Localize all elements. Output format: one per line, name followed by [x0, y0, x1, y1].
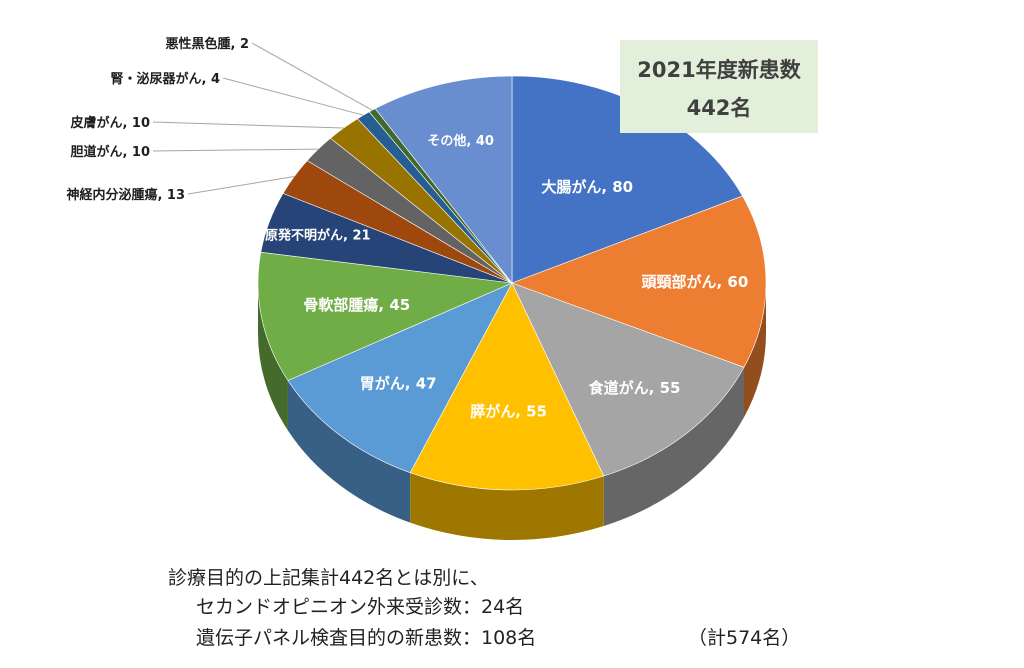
leader-line-10 [222, 77, 364, 116]
pie-side-2 [603, 367, 744, 527]
total-count: 442名 [686, 96, 752, 120]
pie-labels: 大腸がん, 80 頭頸部がん, 60 食道がん, 55 膵がん, 55 胃がん, 47 骨… [66, 36, 748, 420]
chart-title: 2021年度新患数 [637, 58, 801, 82]
leader-line-8 [152, 148, 319, 152]
pie-slice-2 [511, 282, 745, 477]
slice-label-11: 悪性黒色腫, 2 [165, 36, 249, 52]
pie-side-3 [410, 472, 604, 540]
leader-line-11 [251, 42, 373, 111]
slice-label-6: 原発不明がん, 21 [265, 227, 371, 243]
pie-slice-4 [287, 282, 513, 474]
slice-label-8: 胆道がん, 10 [70, 144, 150, 160]
slice-label-0: 大腸がん, 80 [541, 178, 633, 196]
pie-side-walls [258, 283, 766, 540]
pie-slice-5 [257, 251, 514, 381]
slice-label-7: 神経内分泌腫瘍, 13 [66, 187, 185, 203]
slice-label-12: その他, 40 [427, 133, 494, 149]
slice-label-4: 胃がん, 47 [360, 374, 437, 392]
slice-label-10: 腎・泌尿器がん, 4 [110, 71, 220, 87]
slice-label-1: 頭頸部がん, 60 [641, 273, 748, 291]
note-line-3: 遺伝子パネル検査目的の新患数：108名 [196, 627, 537, 649]
pie-side-5 [258, 283, 288, 431]
summary-box: 2021年度新患数 442名 [620, 40, 818, 133]
leader-line-7 [187, 176, 295, 195]
pie-side-1 [743, 283, 766, 418]
slice-label-5: 骨軟部腫瘍, 45 [303, 296, 410, 314]
pie-top [257, 75, 767, 491]
note-line-1: 診療目的の上記集計442名とは別に、 [168, 567, 489, 589]
note-line-3-total: （計574名） [688, 627, 801, 649]
note-line-2: セカンドオピニオン外来受診数：24名 [196, 596, 525, 618]
pie-slice-12 [374, 75, 513, 284]
pie-side-4 [287, 380, 411, 523]
slice-label-2: 食道がん, 55 [589, 379, 681, 397]
slice-label-3: 膵がん, 55 [470, 402, 547, 420]
slice-label-9: 皮膚がん, 10 [69, 115, 150, 131]
pie-slice-3 [409, 282, 605, 491]
pie-slice-1 [511, 195, 767, 368]
leader-line-9 [152, 121, 344, 129]
